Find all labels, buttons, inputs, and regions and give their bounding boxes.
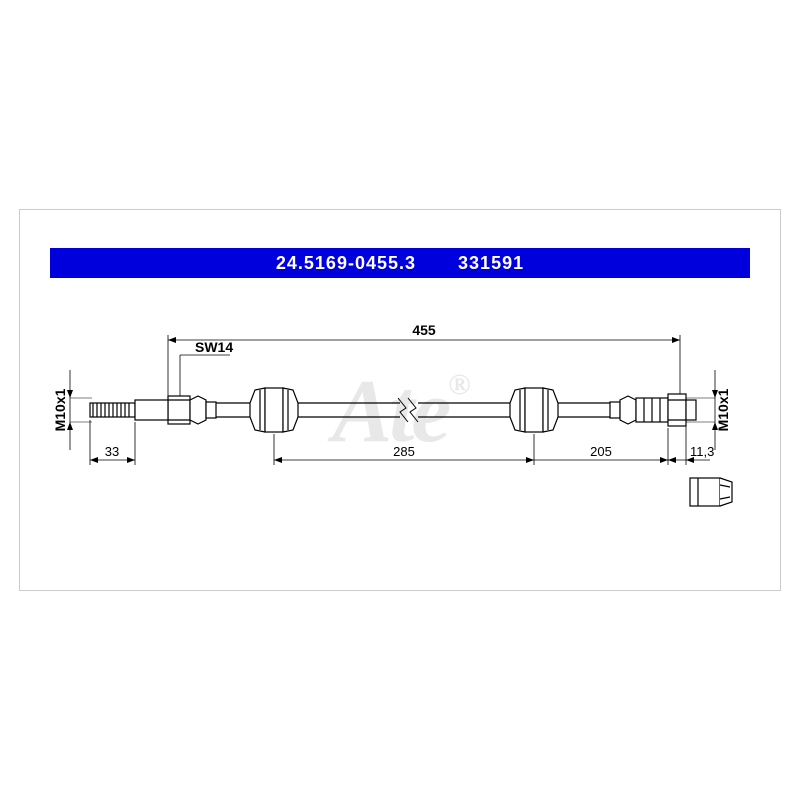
brake-hose-svg: 455 SW14 M10x1	[50, 310, 750, 510]
bottom-dims: 33 285 205 11,3	[90, 420, 714, 465]
part-number: 24.5169-0455.3	[276, 248, 416, 278]
dim-455-text: 455	[412, 322, 436, 338]
svg-text:SW14: SW14	[195, 339, 233, 355]
hose-assembly	[90, 388, 696, 432]
diagram-container: 24.5169-0455.3 331591 Ate® 455 SW14	[19, 209, 781, 591]
detail-fitting	[690, 478, 732, 506]
ref-number: 331591	[458, 248, 524, 278]
technical-drawing: 455 SW14 M10x1	[50, 310, 750, 510]
dim-455: 455	[168, 322, 680, 400]
svg-text:33: 33	[105, 444, 119, 459]
boot-1	[250, 388, 298, 432]
sw14-label: SW14	[180, 339, 233, 398]
svg-text:11,3: 11,3	[690, 444, 714, 459]
svg-text:205: 205	[590, 444, 612, 459]
svg-text:M10x1: M10x1	[715, 388, 731, 431]
header-bar: 24.5169-0455.3 331591	[50, 248, 750, 278]
svg-text:M10x1: M10x1	[52, 388, 68, 431]
boot-2	[510, 388, 558, 432]
thread-left-label: M10x1	[52, 370, 92, 450]
svg-text:285: 285	[393, 444, 415, 459]
